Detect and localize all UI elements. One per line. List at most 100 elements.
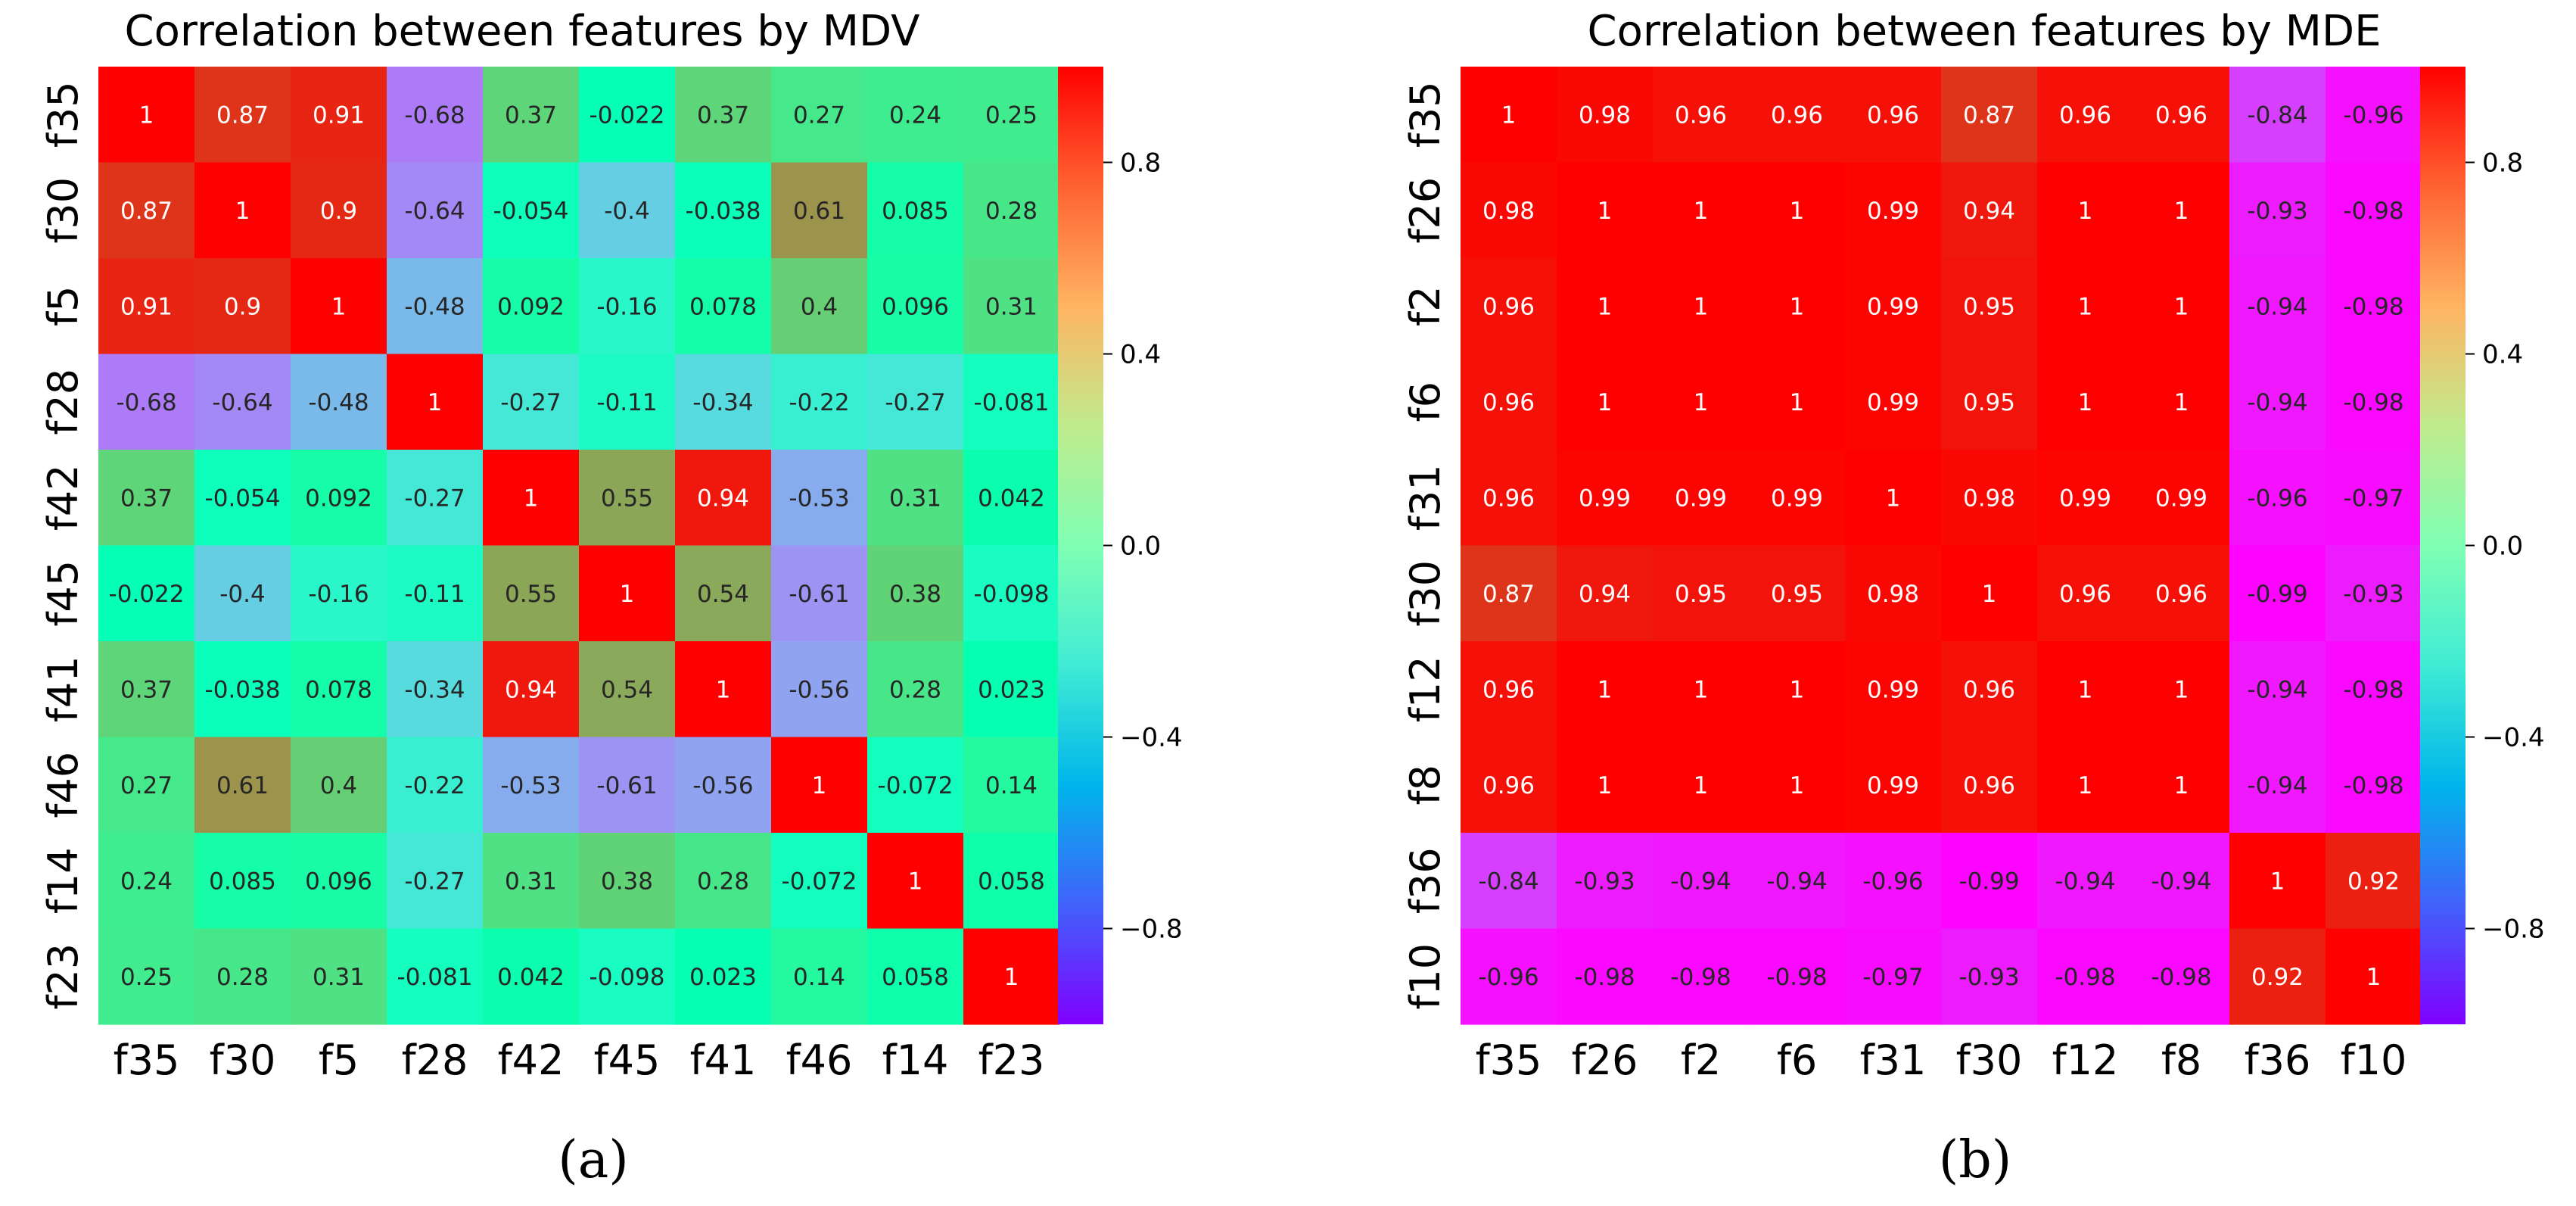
cell-value-label: -0.054 xyxy=(493,198,569,225)
cell-value-label: -0.081 xyxy=(397,964,473,991)
heatmap-cell xyxy=(675,928,772,1025)
cell-value-label: 0.37 xyxy=(120,676,173,703)
cell-value-label: -0.27 xyxy=(500,389,561,416)
heatmap-cell xyxy=(98,641,195,738)
cell-value-label: -0.34 xyxy=(692,389,753,416)
heatmap-cell xyxy=(98,545,195,642)
cell-value-label: -0.94 xyxy=(2247,676,2307,703)
cell-value-label: -0.94 xyxy=(1766,868,1827,895)
x-tick-label: f23 xyxy=(978,1036,1045,1084)
cell-value-label: 0.61 xyxy=(793,198,845,225)
y-tick-labels-mde: f35 f26 f2 f6 f31 f30 f12 f8 f36 f10 xyxy=(1402,81,1449,1009)
y-tick-label: f42 xyxy=(39,464,87,531)
cell-value-label: -0.56 xyxy=(789,676,849,703)
x-tick-label: f30 xyxy=(210,1036,276,1084)
heatmap-cell xyxy=(771,641,868,738)
heatmap-cell xyxy=(98,162,195,259)
heatmap-cell xyxy=(1557,737,1654,834)
x-tick-label: f42 xyxy=(498,1036,565,1084)
heatmap-cell xyxy=(963,67,1060,164)
cell-value-label: 1 xyxy=(1598,293,1613,320)
x-tick-label: f8 xyxy=(2161,1036,2201,1084)
cell-value-label: -0.11 xyxy=(596,389,657,416)
cell-value-label: 1 xyxy=(331,293,347,320)
cell-value-label: -0.68 xyxy=(116,389,176,416)
cell-value-label: 0.96 xyxy=(1482,676,1535,703)
heatmap-cell xyxy=(1653,67,1750,164)
heatmap-cell xyxy=(483,450,580,547)
cell-value-label: -0.96 xyxy=(2247,485,2307,512)
cell-value-label: 0.99 xyxy=(2059,485,2111,512)
cell-value-label: -0.97 xyxy=(2343,485,2403,512)
x-tick-labels-mdv: f35 f30 f5 f28 f42 f45 f41 f46 f14 f23 xyxy=(114,1036,1045,1084)
y-tick-label: f14 xyxy=(39,847,87,914)
cell-value-label: -0.16 xyxy=(308,581,369,608)
heatmap-cell xyxy=(2326,450,2422,547)
x-tick-label: f2 xyxy=(1681,1036,1721,1084)
heatmap-cell xyxy=(579,737,676,834)
heatmap-cell xyxy=(963,545,1060,642)
cell-value-label: -0.098 xyxy=(590,964,665,991)
heatmap-cell xyxy=(1557,833,1654,930)
heatmap-cell xyxy=(771,928,868,1025)
heatmap-cell xyxy=(963,833,1060,930)
cell-value-label: -0.27 xyxy=(404,485,465,512)
cell-value-label: 1 xyxy=(716,676,731,703)
heatmap-cell xyxy=(2133,737,2230,834)
heatmap-cell xyxy=(483,545,580,642)
x-tick-label: f31 xyxy=(1860,1036,1927,1084)
cell-value-label: 0.96 xyxy=(2059,101,2111,129)
heatmap-cell xyxy=(387,258,484,355)
cell-value-label: -0.27 xyxy=(404,868,465,895)
cell-value-label: 0.37 xyxy=(120,485,173,512)
heatmap-cell xyxy=(1749,737,1846,834)
heatmap-cell xyxy=(771,545,868,642)
cell-value-label: 0.096 xyxy=(305,868,372,895)
heatmap-cell xyxy=(1749,354,1846,450)
cell-value-label: 1 xyxy=(1694,293,1709,320)
heatmap-cell xyxy=(2037,545,2134,642)
heatmap-cell xyxy=(483,833,580,930)
heatmap-cell xyxy=(579,928,676,1025)
heatmap-cell xyxy=(579,641,676,738)
colorbar-tick-label: 0.4 xyxy=(2482,340,2523,370)
y-tick-label: f35 xyxy=(39,81,87,148)
colorbar-tick-label: −0.4 xyxy=(1120,723,1183,753)
heatmap-cell xyxy=(963,354,1060,450)
cell-value-label: 0.94 xyxy=(1963,198,2015,225)
cell-value-label: 0.4 xyxy=(320,772,357,799)
heatmap-cell xyxy=(1845,833,1942,930)
heatmap-cell xyxy=(291,162,387,259)
heatmap-cell xyxy=(1461,833,1557,930)
cell-value-label: 0.28 xyxy=(985,198,1038,225)
heatmap-cell xyxy=(1749,641,1846,738)
x-tick-label: f28 xyxy=(402,1036,468,1084)
heatmap-cell xyxy=(1941,450,2038,547)
cell-value-label: -0.022 xyxy=(109,581,185,608)
heatmap-cell xyxy=(867,354,964,450)
heatmap-cell xyxy=(2133,833,2230,930)
cell-value-label: 0.38 xyxy=(601,868,653,895)
heatmap-cell xyxy=(1461,641,1557,738)
heatmap-cell xyxy=(291,354,387,450)
heatmap-cell xyxy=(963,641,1060,738)
cell-value-label: 1 xyxy=(2174,676,2189,703)
heatmap-cell xyxy=(2133,545,2230,642)
cell-value-label: 0.94 xyxy=(505,676,557,703)
heatmap-cell xyxy=(291,928,387,1025)
y-tick-label: f26 xyxy=(1402,177,1449,244)
cell-value-label: 0.14 xyxy=(793,964,845,991)
cell-value-label: -0.94 xyxy=(2247,389,2307,416)
heatmap-cell xyxy=(1557,641,1654,738)
heatmap-cell xyxy=(387,928,484,1025)
cell-value-label: 1 xyxy=(235,198,250,225)
cell-value-label: -0.94 xyxy=(2247,772,2307,799)
cell-value-label: -0.93 xyxy=(1574,868,1635,895)
cell-value-label: -0.11 xyxy=(404,581,465,608)
cell-value-label: 1 xyxy=(2078,676,2093,703)
heatmap-cell xyxy=(98,450,195,547)
cell-value-label: 0.91 xyxy=(313,101,365,129)
cell-value-label: 0.31 xyxy=(313,964,365,991)
heatmap-cell xyxy=(1845,162,1942,259)
heatmap-cell xyxy=(98,354,195,450)
